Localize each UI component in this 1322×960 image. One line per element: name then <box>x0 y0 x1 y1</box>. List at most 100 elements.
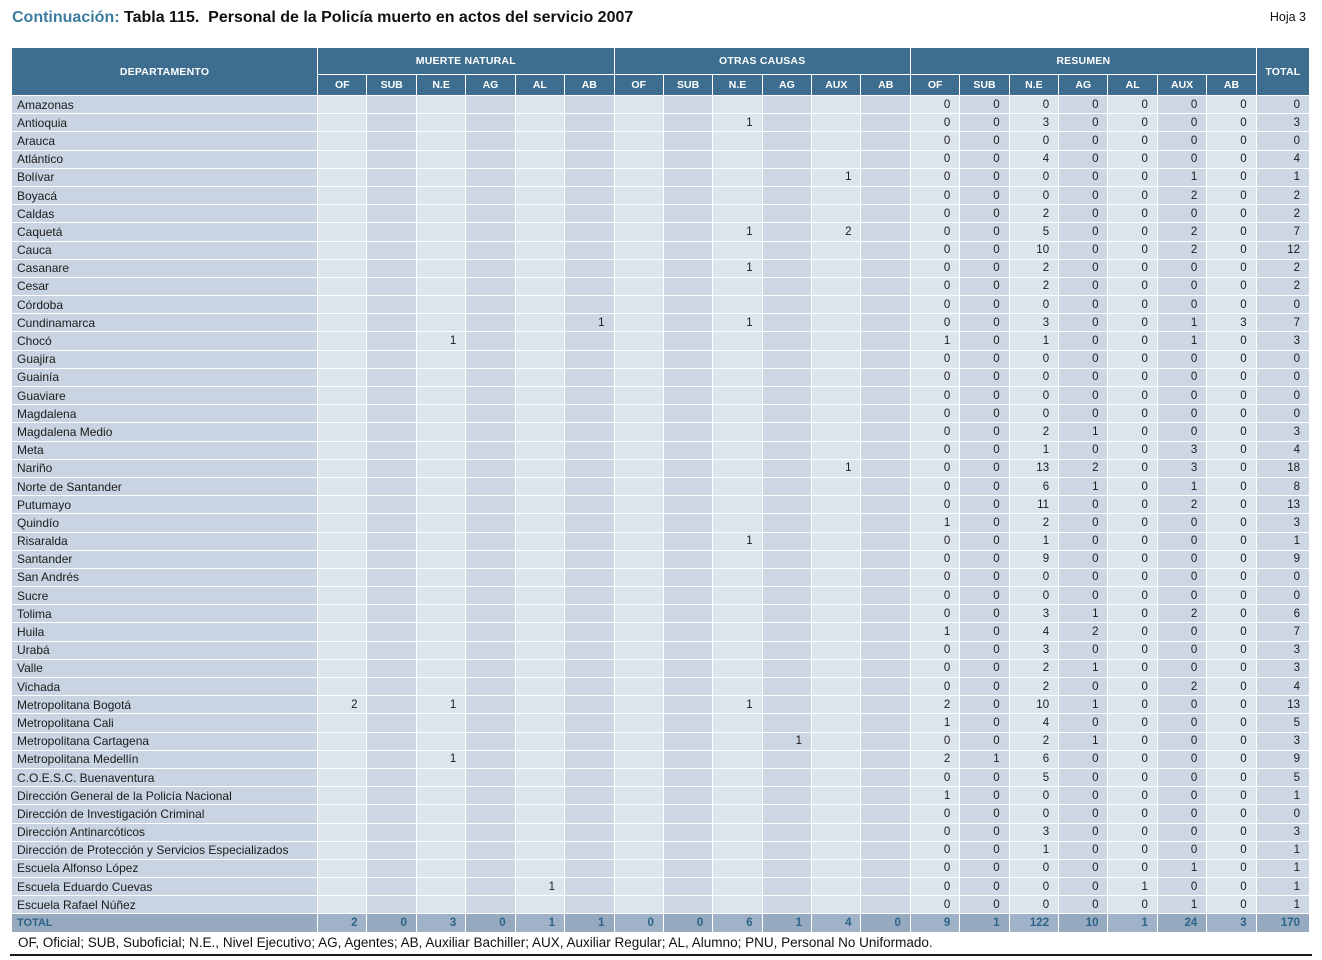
value-cell <box>515 641 566 660</box>
value-cell: 3 <box>1009 114 1060 133</box>
value-cell: 0 <box>1157 787 1208 806</box>
group-header-muerte-natural: MUERTE NATURAL <box>318 48 615 75</box>
value-cell <box>713 714 763 733</box>
value-cell <box>713 623 763 642</box>
value-cell <box>663 859 714 879</box>
value-cell <box>713 241 763 260</box>
bottom-rule <box>10 954 1312 956</box>
value-cell: 0 <box>1207 823 1257 842</box>
value-cell <box>614 441 664 460</box>
value-cell <box>762 477 813 497</box>
row-total-cell: 7 <box>1256 314 1310 333</box>
table-row: Dirección General de la Policía Nacional… <box>12 787 1310 806</box>
table-row: Córdoba 0 0 0 0 0 0 0 0 <box>12 296 1310 315</box>
value-cell <box>416 423 467 442</box>
value-cell: 0 <box>1108 787 1158 806</box>
value-cell: 1 <box>1059 423 1109 442</box>
value-cell: 0 <box>910 259 961 278</box>
value-cell <box>318 532 368 551</box>
table-row: Cundinamarca 1 1 0 0 3 0 0 1 3 7 <box>12 314 1310 333</box>
value-cell <box>663 368 714 387</box>
value-cell <box>416 805 467 824</box>
value-cell <box>861 186 911 206</box>
value-cell <box>762 350 813 369</box>
value-cell <box>713 332 763 351</box>
value-cell <box>515 241 566 260</box>
department-cell: Dirección Antinarcóticos <box>12 823 319 842</box>
value-cell: 0 <box>960 678 1010 697</box>
value-cell <box>812 514 862 533</box>
col-header: SUB <box>663 75 714 96</box>
value-cell <box>713 550 763 569</box>
value-cell <box>515 550 566 569</box>
value-cell: 0 <box>1157 277 1208 297</box>
value-cell <box>318 659 368 678</box>
value-cell <box>416 459 467 478</box>
value-cell: 0 <box>1108 459 1158 478</box>
value-cell <box>614 368 664 387</box>
value-cell <box>812 732 862 751</box>
department-cell: Magdalena Medio <box>12 423 319 442</box>
value-cell <box>861 532 911 551</box>
row-total-cell: 7 <box>1256 623 1310 642</box>
value-cell <box>713 787 763 806</box>
value-cell <box>861 459 911 478</box>
value-cell: 0 <box>1157 423 1208 442</box>
table-body: Amazonas 0 0 0 0 0 0 0 0 Antioquia 1 0 0 3 0 0 0 0 3 Arauca… <box>12 96 1310 933</box>
value-cell: 0 <box>910 477 961 497</box>
col-header: OF <box>614 75 664 96</box>
value-cell: 0 <box>960 459 1010 478</box>
value-cell: 0 <box>1059 205 1109 224</box>
value-cell <box>367 241 417 260</box>
value-cell: 0 <box>1108 477 1158 497</box>
value-cell <box>565 132 615 151</box>
value-cell <box>367 332 417 351</box>
value-cell: 0 <box>960 787 1010 806</box>
value-cell <box>565 186 615 206</box>
value-cell: 2 <box>1009 259 1060 278</box>
value-cell: 0 <box>1108 314 1158 333</box>
value-cell <box>614 641 664 660</box>
value-cell: 0 <box>910 823 961 842</box>
value-cell: 0 <box>1207 114 1257 133</box>
value-cell <box>861 387 911 406</box>
value-cell <box>614 259 664 278</box>
value-cell <box>614 132 664 151</box>
value-cell: 0 <box>960 350 1010 369</box>
value-cell <box>812 96 862 115</box>
value-cell <box>713 368 763 387</box>
value-cell: 0 <box>910 132 961 151</box>
value-cell: 0 <box>910 114 961 133</box>
col-header: AUX <box>812 75 862 96</box>
value-cell: 0 <box>960 568 1010 588</box>
value-cell: 0 <box>1108 750 1158 769</box>
value-cell: 1 <box>812 459 862 478</box>
value-cell <box>318 896 368 915</box>
value-cell: 0 <box>910 568 961 588</box>
value-cell: 0 <box>1009 568 1060 588</box>
value-cell: 0 <box>960 205 1010 224</box>
value-cell <box>762 550 813 569</box>
value-cell: 0 <box>1108 496 1158 515</box>
value-cell <box>565 696 615 715</box>
table-row: Guainía 0 0 0 0 0 0 0 0 <box>12 368 1310 387</box>
value-cell <box>565 532 615 551</box>
value-cell <box>861 605 911 624</box>
value-cell <box>318 350 368 369</box>
table-row: Arauca 0 0 0 0 0 0 0 0 <box>12 132 1310 151</box>
value-cell: 2 <box>910 750 961 769</box>
value-cell: 2 <box>1157 223 1208 242</box>
page-title: Continuación: Tabla 115. Personal de la … <box>12 9 1310 27</box>
value-cell: 0 <box>1108 641 1158 660</box>
value-cell <box>861 496 911 515</box>
department-cell: Escuela Rafael Núñez <box>12 896 319 915</box>
value-cell <box>416 132 467 151</box>
value-cell: 2 <box>1157 241 1208 260</box>
value-cell: 2 <box>1009 678 1060 697</box>
value-cell <box>861 678 911 697</box>
value-cell <box>466 477 516 497</box>
value-cell: 0 <box>1108 732 1158 751</box>
value-cell <box>515 332 566 351</box>
value-cell <box>515 896 566 915</box>
value-cell <box>318 114 368 133</box>
